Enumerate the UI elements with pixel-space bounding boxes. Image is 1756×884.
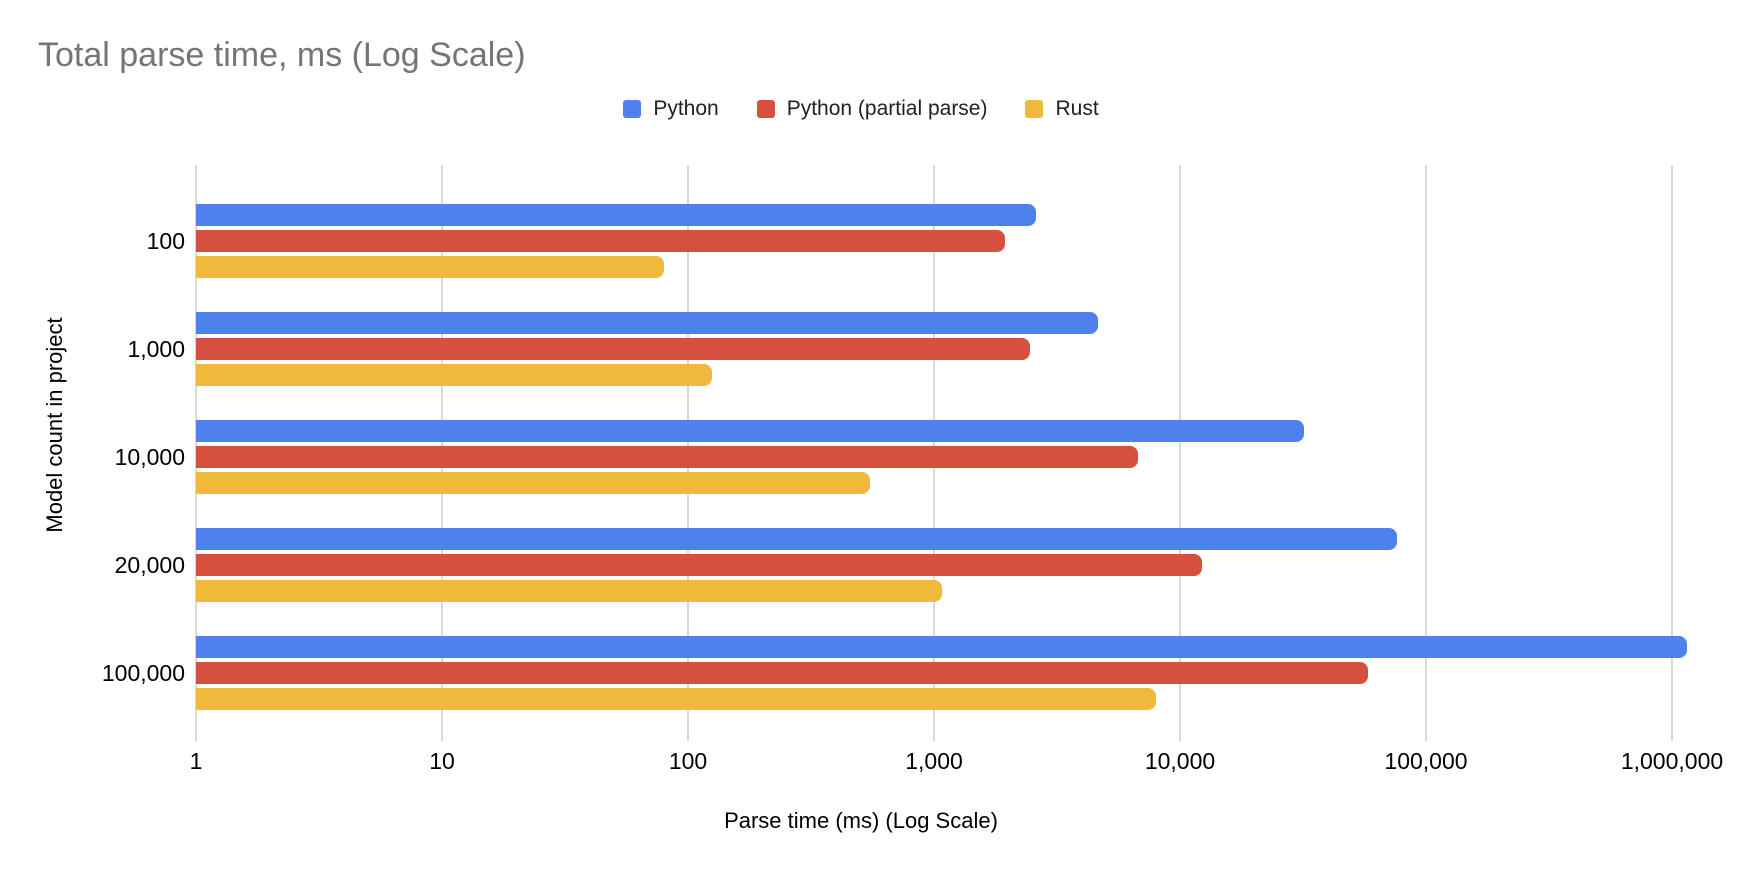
x-axis-tick-100 xyxy=(687,705,689,741)
legend-label-rust: Rust xyxy=(1055,97,1099,120)
bar-group-10-000 xyxy=(196,420,1711,494)
legend-item-python-partial-parse: Python (partial parse) xyxy=(756,97,988,121)
x-tick-label-1-000-000: 1,000,000 xyxy=(1620,748,1724,774)
legend-item-python: Python xyxy=(623,97,719,121)
bar-rust-100 xyxy=(196,256,664,278)
plot-area: 1 10 100 1,000 10,000 100,000 1,000,000 xyxy=(190,165,1723,774)
x-tick-label-10-000: 10,000 xyxy=(1144,748,1216,774)
legend-label-python: Python xyxy=(653,97,719,120)
python-swatch-icon xyxy=(623,100,642,118)
x-axis-title: Parse time (ms) (Log Scale) xyxy=(724,808,998,833)
bar-python-partial-parse-1-000 xyxy=(196,338,1030,360)
x-axis-tick-100-000 xyxy=(1425,705,1427,741)
y-category-label-1-000: 1,000 xyxy=(127,335,185,362)
y-category-label-100: 100 xyxy=(146,227,185,254)
bar-rust-20-000 xyxy=(196,580,942,602)
bar-rust-10-000 xyxy=(196,472,870,494)
bar-rust-100-000 xyxy=(196,688,1156,710)
x-axis-tick-1-000-000 xyxy=(1671,705,1673,741)
bar-group-1-000 xyxy=(196,312,1711,386)
x-tick-label-100-000: 100,000 xyxy=(1384,748,1468,774)
gridline-1-000-000 xyxy=(1671,165,1673,705)
y-category-label-10-000: 10,000 xyxy=(114,443,185,470)
bar-rust-1-000 xyxy=(196,364,712,386)
x-axis-tick-1-000 xyxy=(933,705,935,741)
bar-python-partial-parse-10-000 xyxy=(196,446,1138,468)
x-axis-tick-1 xyxy=(195,705,197,741)
rust-swatch-icon xyxy=(1025,100,1044,118)
legend-item-rust: Rust xyxy=(1025,97,1099,121)
bar-python-20-000 xyxy=(196,528,1397,550)
bar-python-100-000 xyxy=(196,636,1687,658)
y-category-label-20-000: 20,000 xyxy=(114,551,185,578)
legend: Python Python (partial parse) Rust xyxy=(196,97,1526,121)
x-axis-tick-10 xyxy=(441,705,443,741)
x-axis-tick-10-000 xyxy=(1179,705,1181,741)
bar-python-partial-parse-100-000 xyxy=(196,662,1368,684)
bar-python-partial-parse-100 xyxy=(196,230,1005,252)
bar-python-100 xyxy=(196,204,1036,226)
x-tick-label-100: 100 xyxy=(668,748,708,774)
y-category-label-100-000: 100,000 xyxy=(101,659,185,686)
bar-group-100 xyxy=(196,204,1711,278)
x-tick-label-10: 10 xyxy=(429,748,455,774)
python-partial-parse-swatch-icon xyxy=(756,100,775,118)
x-tick-label-1: 1 xyxy=(189,748,203,774)
bar-group-20-000 xyxy=(196,528,1711,602)
gridline-100-000 xyxy=(1425,165,1427,705)
bar-python-partial-parse-20-000 xyxy=(196,554,1202,576)
bar-python-1-000 xyxy=(196,312,1098,334)
x-tick-label-1-000: 1,000 xyxy=(905,748,963,774)
bar-group-100-000 xyxy=(196,636,1711,710)
chart-title: Total parse time, ms (Log Scale) xyxy=(38,36,526,74)
legend-label-python-partial-parse: Python (partial parse) xyxy=(786,97,988,120)
bar-python-10-000 xyxy=(196,420,1304,442)
